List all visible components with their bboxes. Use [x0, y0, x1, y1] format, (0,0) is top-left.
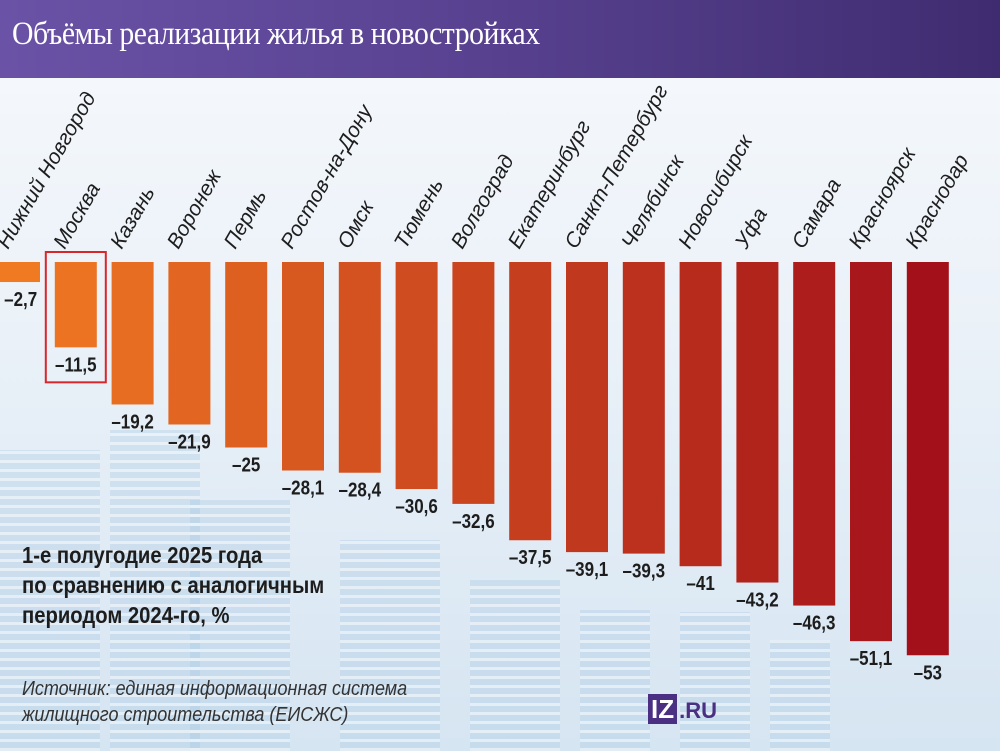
value-label: –11,5	[55, 353, 97, 376]
value-label: –25	[232, 453, 260, 476]
bar-11	[622, 262, 665, 554]
value-label: –2,7	[4, 288, 37, 311]
value-label: –51,1	[850, 647, 893, 670]
category-label: Москва	[49, 179, 105, 253]
value-label: –32,6	[452, 510, 495, 533]
logo-suffix: .RU	[679, 698, 717, 723]
bar-15	[850, 262, 892, 642]
value-label: –19,2	[111, 410, 154, 433]
background-building	[110, 430, 200, 751]
value-label: –39,3	[623, 559, 666, 582]
category-label: Санкт-Петербург	[560, 81, 672, 252]
subtitle-line: по сравнению с аналогичным	[22, 572, 325, 598]
bar-13	[736, 262, 779, 583]
header: Объёмы реализации жилья в новостройках	[0, 0, 1000, 78]
bar-4	[225, 262, 268, 448]
value-label: –43,2	[736, 588, 779, 611]
bar-9	[509, 262, 552, 541]
background-building	[770, 640, 830, 751]
background-building	[580, 610, 650, 751]
highlight-frame	[44, 251, 107, 384]
bar-1	[54, 262, 97, 348]
bar-16	[906, 262, 949, 656]
value-label: –30,6	[395, 495, 438, 518]
subtitle-line: 1-е полугодие 2025 года	[22, 542, 263, 568]
bar-10	[566, 262, 608, 553]
subtitle-line: периодом 2024-го, %	[22, 602, 230, 628]
category-label: Воронеж	[163, 165, 227, 253]
category-label: Омск	[333, 196, 379, 253]
category-label: Пермь	[220, 186, 272, 253]
value-label: –41	[686, 572, 714, 595]
chart-subtitle: 1-е полугодие 2025 года по сравнению с а…	[22, 540, 324, 630]
category-label: Самара	[788, 175, 846, 253]
source-note: Источник: единая информационная система …	[22, 676, 407, 728]
value-label: –46,3	[793, 611, 836, 634]
background-building	[190, 500, 290, 751]
bar-5	[282, 262, 324, 471]
value-label: –53	[914, 661, 942, 684]
bar-0	[0, 262, 40, 283]
bar-14	[793, 262, 836, 606]
value-label: –28,4	[339, 478, 382, 501]
value-label: –37,5	[509, 546, 552, 569]
category-label: Тюмень	[390, 175, 448, 253]
category-label: Казань	[106, 183, 160, 253]
value-label: –21,9	[168, 430, 211, 453]
value-label: –39,1	[566, 558, 609, 581]
source-line: Источник: единая информационная система	[22, 678, 408, 700]
category-label: Уфа	[730, 204, 772, 253]
chart-title: Объёмы реализации жилья в новостройках	[12, 16, 540, 52]
bar-7	[395, 262, 438, 490]
bar-2	[111, 262, 154, 405]
value-label: –28,1	[282, 476, 325, 499]
background-building	[0, 450, 100, 751]
background-building	[470, 580, 560, 751]
background-building	[680, 612, 750, 751]
bar-12	[679, 262, 722, 567]
bar-3	[168, 262, 211, 425]
logo-box: IZ	[648, 694, 678, 724]
category-label: Нижний Новгород	[0, 88, 101, 252]
bar-6	[338, 262, 381, 473]
source-line: жилищного строительства (ЕИСЖС)	[22, 704, 349, 726]
bar-8	[452, 262, 495, 504]
background-building	[340, 540, 440, 751]
iz-logo: IZ .RU	[648, 694, 717, 724]
